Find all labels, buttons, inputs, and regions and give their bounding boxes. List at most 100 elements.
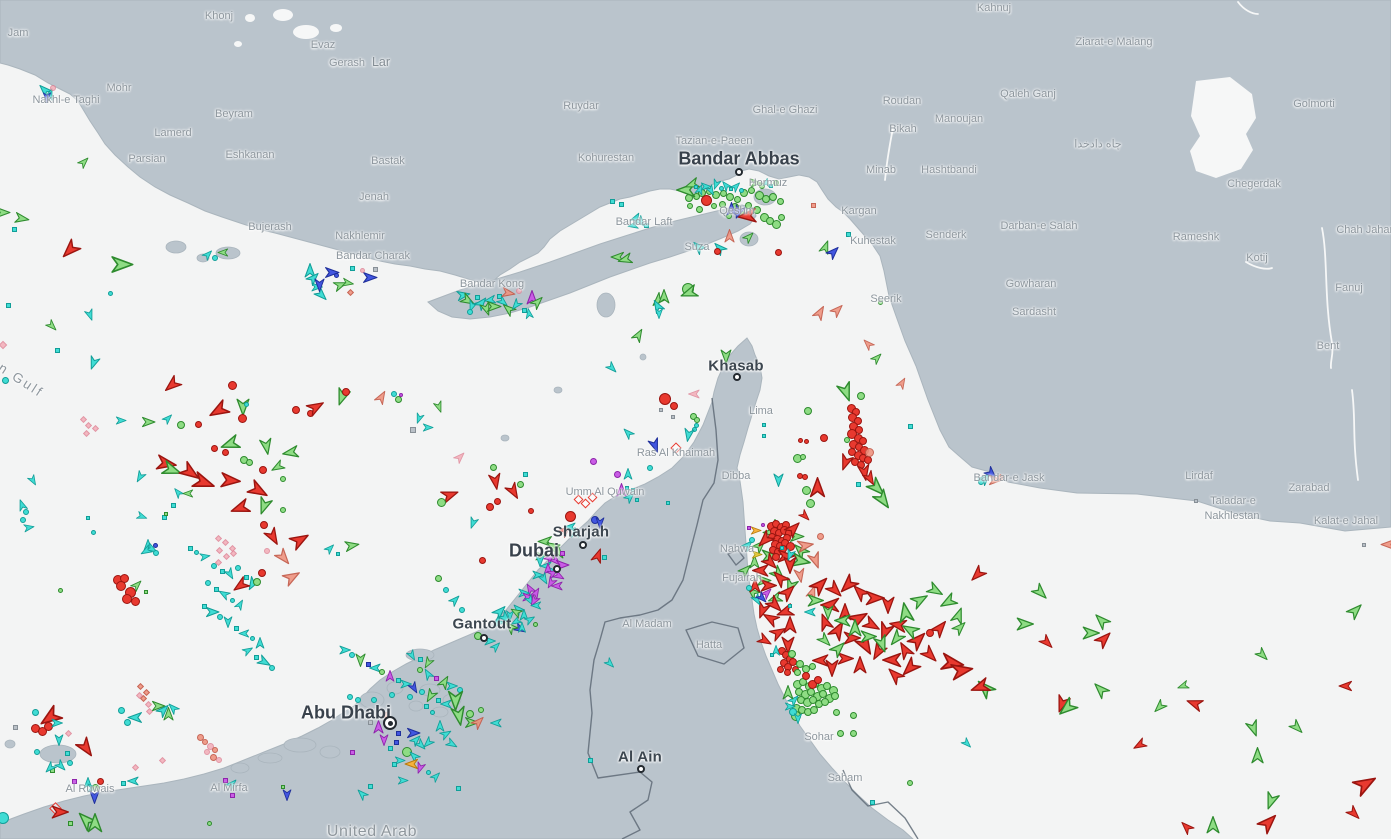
vessel-marker[interactable] [238, 628, 250, 638]
vessel-marker[interactable] [15, 498, 29, 513]
vessel-marker[interactable] [474, 294, 480, 300]
vessel-marker[interactable] [744, 201, 752, 209]
vessel-marker[interactable] [1082, 626, 1100, 640]
vessel-marker[interactable] [751, 563, 769, 577]
vessel-marker[interactable] [234, 597, 246, 611]
vessel-marker[interactable] [772, 473, 784, 487]
vessel-marker[interactable] [422, 687, 439, 705]
vessel-marker[interactable] [811, 653, 829, 667]
vessel-marker[interactable] [96, 777, 104, 785]
vessel-marker[interactable] [861, 469, 879, 488]
vessel-marker[interactable] [20, 517, 26, 523]
vessel-marker[interactable] [769, 193, 777, 201]
vessel-marker[interactable] [700, 181, 712, 191]
vessel-marker[interactable] [489, 463, 497, 471]
vessel-marker[interactable] [447, 690, 464, 711]
vessel-marker[interactable] [774, 602, 796, 621]
vessel-marker[interactable] [432, 400, 446, 415]
vessel-marker[interactable] [832, 708, 840, 716]
vessel-marker[interactable] [1029, 581, 1050, 602]
vessel-marker[interactable] [773, 180, 779, 186]
vessel-marker[interactable] [212, 255, 218, 261]
vessel-marker[interactable] [807, 593, 824, 607]
vessel-marker[interactable] [367, 719, 373, 725]
vessel-marker[interactable] [760, 578, 777, 592]
vessel-marker[interactable] [527, 593, 542, 608]
vessel-marker[interactable] [369, 663, 381, 673]
vessel-marker[interactable] [881, 596, 895, 614]
vessel-marker[interactable] [689, 238, 707, 256]
vessel-marker[interactable] [556, 521, 574, 539]
vessel-marker[interactable] [590, 546, 606, 564]
vessel-marker[interactable] [467, 309, 473, 315]
vessel-marker[interactable] [478, 707, 484, 713]
vessel-marker[interactable] [769, 184, 773, 188]
vessel-marker[interactable] [762, 423, 766, 427]
vessel-marker[interactable] [281, 444, 300, 460]
vessel-marker[interactable] [804, 407, 812, 415]
vessel-marker[interactable] [894, 639, 915, 662]
vessel-marker[interactable] [711, 203, 717, 209]
vessel-marker[interactable] [496, 293, 502, 299]
vessel-marker[interactable] [417, 656, 423, 662]
vessel-marker[interactable] [516, 480, 524, 488]
vessel-marker[interactable] [909, 589, 932, 610]
vessel-marker[interactable] [311, 282, 323, 292]
vessel-marker[interactable] [138, 544, 153, 559]
vessel-marker[interactable] [678, 283, 700, 302]
vessel-marker[interactable] [926, 629, 934, 637]
vessel-marker[interactable] [766, 590, 784, 606]
vessel-marker[interactable] [1255, 809, 1282, 836]
vessel-marker[interactable] [90, 529, 96, 535]
vessel-marker[interactable] [217, 247, 229, 257]
vessel-marker[interactable] [425, 769, 431, 775]
vessel-marker[interactable] [365, 709, 371, 715]
vessel-marker[interactable] [1250, 746, 1264, 764]
vessel-marker[interactable] [349, 749, 355, 755]
vessel-marker[interactable] [115, 415, 127, 425]
vessel-marker[interactable] [281, 785, 285, 789]
vessel-marker[interactable] [864, 475, 889, 500]
vessel-marker[interactable] [227, 380, 237, 390]
vessel-marker[interactable] [406, 727, 420, 739]
vessel-marker[interactable] [508, 297, 523, 313]
vessel-marker[interactable] [224, 776, 240, 792]
vessel-marker[interactable] [123, 718, 131, 726]
vessel-marker[interactable] [422, 422, 434, 432]
vessel-marker[interactable] [407, 680, 422, 695]
vessel-marker[interactable] [748, 555, 760, 569]
vessel-marker[interactable] [864, 456, 872, 464]
vessel-marker[interactable] [517, 621, 527, 633]
vessel-marker[interactable] [117, 706, 125, 714]
vessel-marker[interactable] [750, 525, 762, 535]
vessel-marker[interactable] [564, 510, 576, 522]
vessel-marker[interactable] [490, 718, 502, 728]
vessel-marker[interactable] [355, 697, 361, 703]
vessel-marker[interactable] [332, 277, 349, 292]
vessel-marker[interactable] [723, 229, 735, 243]
vessel-marker[interactable] [91, 783, 99, 791]
vessel-marker[interactable] [255, 654, 273, 671]
vessel-marker[interactable] [413, 737, 429, 753]
vessel-marker[interactable] [217, 614, 223, 620]
vessel-marker[interactable] [1194, 499, 1198, 503]
vessel-marker[interactable] [429, 769, 442, 783]
vessel-marker[interactable] [323, 541, 336, 555]
vessel-marker[interactable] [844, 437, 850, 443]
vessel-marker[interactable] [34, 749, 40, 755]
vessel-marker[interactable] [459, 607, 465, 613]
vessel-marker[interactable] [777, 581, 800, 604]
vessel-marker[interactable] [487, 300, 502, 312]
vessel-marker[interactable] [825, 659, 839, 677]
vessel-marker[interactable] [216, 587, 231, 602]
vessel-marker[interactable] [816, 532, 824, 540]
vessel-marker[interactable] [509, 615, 523, 627]
vessel-marker[interactable] [171, 485, 185, 499]
vessel-marker[interactable] [35, 703, 64, 731]
vessel-marker[interactable] [622, 489, 638, 505]
vessel-marker[interactable] [570, 526, 580, 538]
vessel-marker[interactable] [610, 251, 624, 263]
vessel-marker[interactable] [190, 470, 218, 495]
vessel-marker[interactable] [325, 266, 340, 278]
vessel-marker[interactable] [780, 546, 784, 550]
